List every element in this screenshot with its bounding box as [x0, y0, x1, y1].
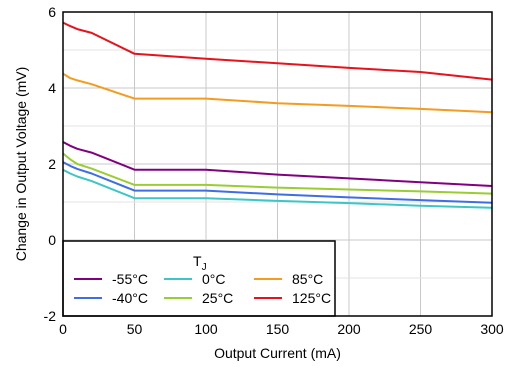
x-tick-label: 150	[266, 321, 290, 337]
x-tick-label: 300	[480, 321, 504, 337]
y-tick-label: -2	[44, 308, 57, 324]
series-line	[62, 141, 493, 187]
x-tick-labels: 0 50 100 150 200 250 300	[59, 321, 504, 337]
x-tick-label: 250	[409, 321, 433, 337]
legend-entry-label: -40°C	[112, 290, 148, 306]
legend-entry-label: 0°C	[202, 271, 226, 287]
x-tick-label: 0	[59, 321, 67, 337]
y-tick-label: 0	[48, 232, 56, 248]
legend-entry-label: 25°C	[202, 290, 233, 306]
legend-box	[62, 240, 336, 317]
x-tick-label: 200	[337, 321, 361, 337]
x-tick-label: 100	[194, 321, 218, 337]
series-lines	[62, 21, 493, 209]
series-line	[62, 161, 493, 204]
series-line	[62, 168, 493, 209]
x-tick-label: 50	[127, 321, 143, 337]
plot-frame	[62, 11, 493, 317]
legend-entry-label: 85°C	[292, 271, 323, 287]
y-tick-label: 6	[48, 4, 56, 20]
legend-entry-label: 125°C	[292, 290, 331, 306]
series-line	[62, 21, 493, 81]
y-axis-label: Change in Output Voltage (mV)	[13, 67, 29, 262]
series-line	[62, 152, 493, 195]
y-tick-label: 4	[48, 80, 56, 96]
y-tick-labels: -2 0 2 4 6	[44, 4, 57, 324]
y-tick-label: 2	[48, 156, 56, 172]
legend: TJ -55°C -40°C 0°C 25°C 85°C 125°C	[62, 240, 336, 317]
legend-entry-label: -55°C	[112, 271, 148, 287]
x-axis-label: Output Current (mA)	[214, 345, 341, 361]
series-line	[62, 72, 493, 114]
legend-title: TJ	[193, 253, 207, 273]
